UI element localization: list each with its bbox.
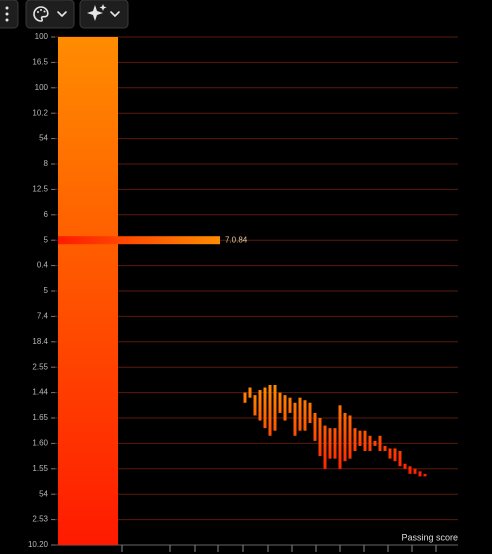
bar — [58, 37, 118, 545]
hbar-annotation: 7.0.84 — [225, 235, 248, 244]
y-tick-label: 18.4 — [32, 337, 48, 346]
y-tick-label: 54 — [39, 489, 48, 498]
toolbar — [0, 0, 129, 29]
y-tick-label: 6 — [44, 210, 49, 219]
range-segment — [253, 395, 257, 416]
range-segment — [298, 397, 302, 431]
y-tick-label: 5 — [44, 286, 49, 295]
x-axis-label: Passing score — [401, 532, 458, 542]
range-segment — [288, 397, 292, 413]
range-segment — [258, 390, 262, 421]
y-tick-label: 1.44 — [32, 388, 48, 397]
range-segment — [343, 412, 347, 462]
y-tick-label: 100 — [35, 32, 49, 41]
range-segment — [278, 392, 282, 413]
range-segment — [353, 428, 357, 452]
y-tick-label: 1.60 — [32, 439, 48, 448]
range-segment — [333, 428, 337, 459]
range-segment — [398, 451, 402, 467]
range-segment — [303, 400, 307, 431]
range-segment — [388, 448, 392, 459]
range-segment — [268, 384, 272, 436]
range-segment — [283, 395, 287, 421]
y-tick-label: 10.20 — [28, 540, 49, 549]
range-segment — [348, 415, 352, 459]
hbar — [58, 236, 220, 245]
range-segment — [293, 402, 297, 436]
y-tick-label: 1.55 — [32, 464, 48, 473]
range-segment — [273, 384, 277, 431]
range-segment — [318, 418, 322, 457]
y-tick-label: 5 — [44, 235, 49, 244]
range-segment — [378, 435, 382, 452]
range-segment — [373, 440, 377, 446]
range-segment — [358, 430, 362, 446]
range-segment — [413, 468, 417, 474]
range-segment — [408, 466, 412, 474]
range-segment — [328, 428, 332, 459]
range-segment — [423, 473, 427, 477]
y-tick-label: 7.4 — [37, 312, 49, 321]
range-segment — [243, 392, 247, 403]
range-segment — [323, 425, 327, 469]
y-tick-label: 12.5 — [32, 185, 48, 194]
y-tick-label: 8 — [44, 159, 49, 168]
palette-button[interactable] — [25, 0, 75, 29]
range-segment — [308, 402, 312, 424]
y-tick-label: 0.4 — [37, 261, 49, 270]
range-segment — [338, 405, 342, 469]
y-tick-label: 54 — [39, 134, 48, 143]
range-segment — [248, 387, 252, 398]
range-segment — [383, 445, 387, 452]
range-segment — [403, 463, 407, 469]
y-tick-label: 2.53 — [32, 515, 48, 524]
y-tick-label: 100 — [35, 83, 49, 92]
range-segment — [313, 412, 317, 441]
y-tick-label: 1.65 — [32, 413, 48, 422]
sparkle-button[interactable] — [79, 0, 129, 29]
y-tick-label: 10.2 — [32, 108, 48, 117]
range-segment — [368, 435, 372, 452]
range-segment — [363, 430, 367, 452]
menu-button[interactable] — [0, 0, 19, 29]
range-segment — [393, 448, 397, 462]
range-segment — [418, 471, 422, 477]
y-tick-label: 16.5 — [32, 58, 48, 67]
range-segment — [263, 387, 267, 429]
y-tick-label: 2.55 — [32, 362, 48, 371]
